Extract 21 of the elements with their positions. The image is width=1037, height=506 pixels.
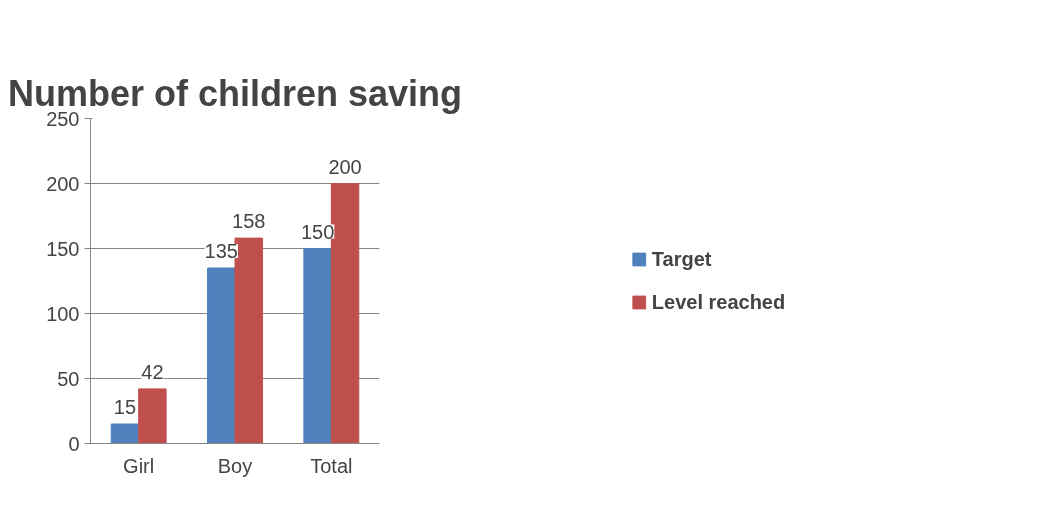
data-label: 15	[113, 396, 137, 418]
y-tick-label: 50	[57, 367, 80, 390]
x-tick-label: Boy	[217, 454, 253, 477]
x-tick-label: Total	[310, 454, 353, 477]
legend-label: Level reached	[651, 290, 786, 314]
legend-label: Target	[651, 247, 712, 271]
y-tick-label: 150	[46, 237, 80, 260]
y-tick-label: 200	[46, 172, 80, 195]
data-label: 135	[204, 240, 238, 262]
bar	[303, 248, 332, 444]
y-tick-label: 250	[46, 107, 80, 130]
data-label: 150	[300, 220, 335, 243]
y-tick-label: 0	[68, 432, 80, 455]
data-label: 42	[141, 360, 164, 383]
y-tick-label: 100	[46, 302, 80, 325]
x-tick-label: Girl	[123, 454, 155, 477]
data-label: 200	[328, 155, 362, 178]
bar	[207, 267, 236, 444]
bar	[110, 423, 140, 444]
bar	[138, 388, 167, 444]
data-label: 158	[232, 210, 266, 233]
